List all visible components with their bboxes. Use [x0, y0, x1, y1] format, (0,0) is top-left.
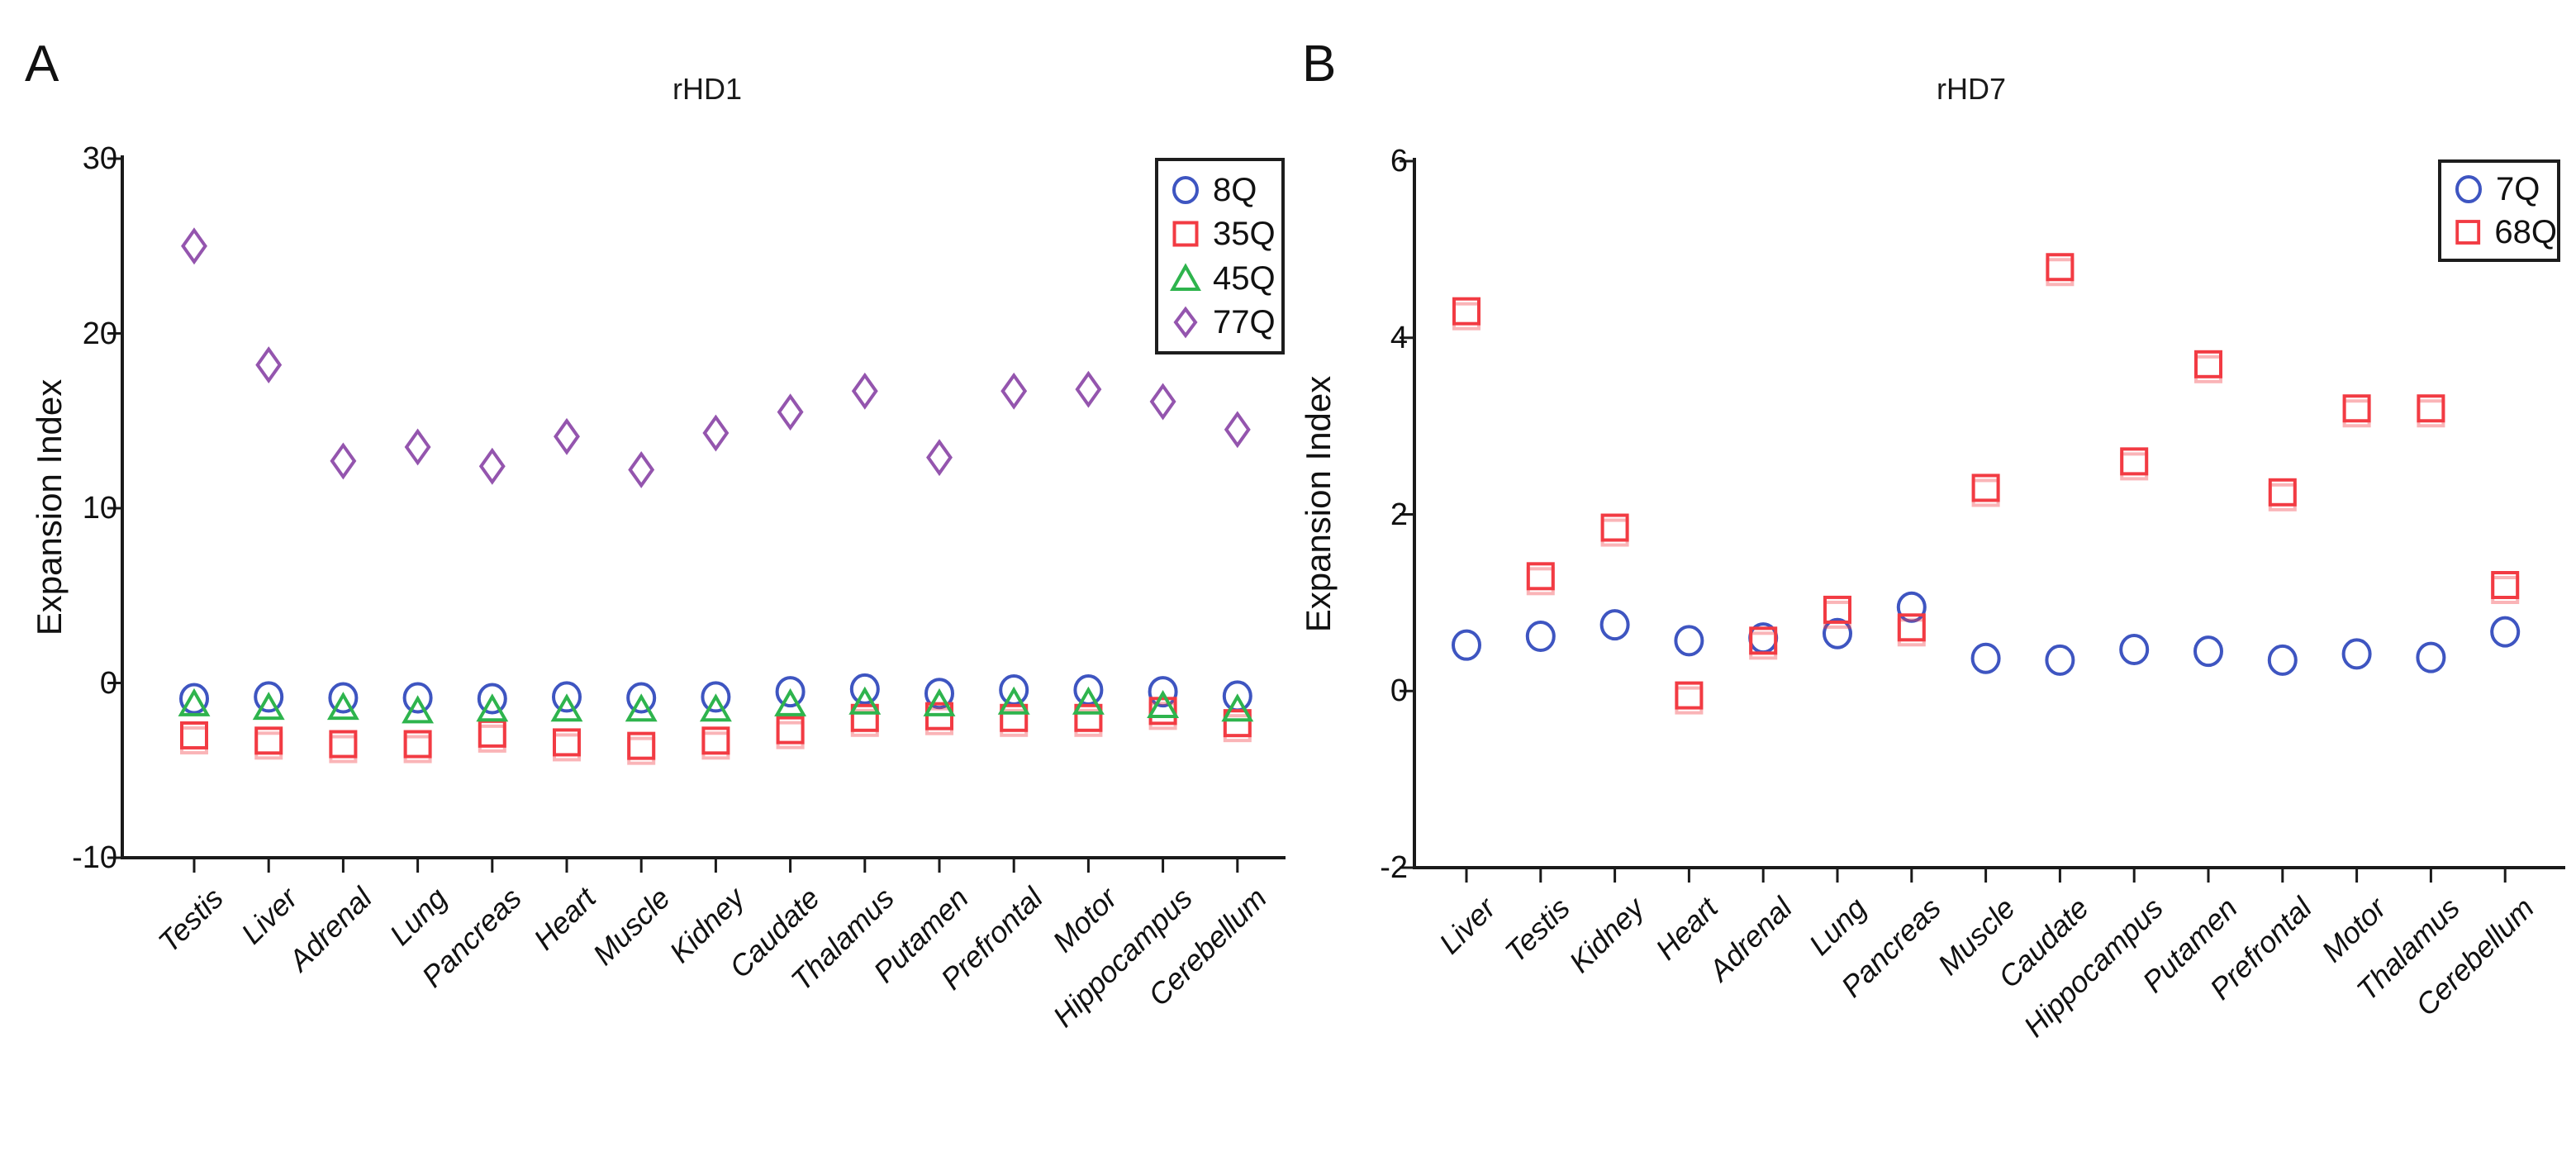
data-point-77q-heart — [554, 417, 580, 455]
data-point-68q-kidney — [1600, 513, 1629, 542]
data-point-45q-adrenal — [326, 692, 359, 721]
data-point-35q-heart — [553, 728, 581, 757]
data-point-7q-cerebellum — [2490, 616, 2521, 648]
data-point-7q-heart — [1674, 625, 1704, 657]
data-point-45q-cerebellum — [1221, 693, 1254, 722]
data-point-68q-lung — [1823, 595, 1851, 624]
data-point-77q-cerebellum — [1224, 411, 1251, 449]
data-point-8q-hippocampus — [1148, 676, 1178, 708]
data-point-68q-hippocampus — [2120, 447, 2149, 476]
data-point-45q-kidney — [699, 693, 732, 722]
data-point-35q-thalamus — [850, 703, 879, 732]
data-point-35q-adrenal — [329, 730, 358, 759]
data-point-7q-motor — [2341, 638, 2372, 670]
data-point-68q-cerebellum — [2491, 571, 2520, 599]
data-point-68q-adrenal — [1749, 626, 1778, 655]
data-point-45q-lung — [402, 695, 435, 724]
data-point-77q-putamen — [926, 439, 953, 477]
data-point-68q-caudate — [2046, 253, 2075, 282]
data-point-68q-liver — [1452, 297, 1480, 326]
data-point-35q-muscle — [627, 731, 656, 760]
data-point-68q-putamen — [2194, 350, 2222, 378]
data-point-7q-muscle — [1970, 642, 2001, 674]
data-point-77q-caudate — [777, 393, 804, 431]
data-point-77q-motor — [1075, 370, 1102, 408]
data-point-7q-testis — [1525, 620, 1556, 652]
data-point-45q-caudate — [774, 688, 807, 716]
data-point-68q-pancreas — [1897, 613, 1926, 642]
data-point-8q-heart — [552, 681, 582, 713]
data-point-7q-prefrontal — [2267, 644, 2298, 676]
data-point-8q-pancreas — [477, 683, 507, 715]
data-point-77q-liver — [255, 346, 283, 384]
data-point-68q-muscle — [1971, 473, 2000, 502]
data-point-8q-thalamus — [849, 673, 880, 705]
data-point-77q-muscle — [628, 451, 655, 488]
data-point-35q-lung — [403, 730, 432, 759]
data-point-7q-liver — [1452, 629, 1481, 661]
data-point-8q-adrenal — [328, 682, 359, 714]
data-point-8q-caudate — [775, 676, 806, 708]
data-point-45q-thalamus — [848, 686, 882, 715]
data-point-77q-prefrontal — [1000, 372, 1028, 410]
data-point-35q-testis — [180, 721, 208, 749]
data-point-8q-muscle — [626, 682, 657, 714]
data-point-8q-liver — [254, 681, 284, 713]
data-point-8q-kidney — [701, 681, 731, 713]
data-point-45q-prefrontal — [997, 686, 1030, 715]
data-point-7q-hippocampus — [2119, 634, 2150, 666]
data-point-68q-testis — [1526, 562, 1555, 591]
data-point-45q-heart — [550, 693, 583, 722]
data-point-77q-testis — [181, 227, 207, 265]
data-point-77q-pancreas — [478, 447, 506, 485]
data-point-45q-pancreas — [476, 693, 509, 722]
data-point-77q-kidney — [702, 414, 730, 452]
scatter-plot-canvas — [107, 155, 2565, 883]
data-point-45q-putamen — [923, 688, 956, 716]
data-point-45q-hippocampus — [1147, 689, 1180, 718]
data-point-68q-motor — [2342, 394, 2371, 423]
data-point-45q-motor — [1072, 686, 1105, 715]
data-point-68q-heart — [1675, 681, 1704, 710]
data-point-7q-caudate — [2045, 644, 2075, 676]
data-point-77q-lung — [404, 428, 431, 466]
data-point-7q-lung — [1823, 617, 1852, 649]
figure: A rHD1 Expansion Index 8Q 35Q 45Q 77Q 30 20 1… — [25, 38, 2565, 1044]
data-point-35q-motor — [1074, 703, 1103, 732]
data-point-35q-prefrontal — [1000, 703, 1029, 732]
data-point-77q-hippocampus — [1149, 383, 1176, 421]
data-point-77q-adrenal — [330, 442, 357, 480]
data-point-7q-thalamus — [2416, 641, 2446, 673]
data-point-68q-prefrontal — [2268, 478, 2297, 507]
data-point-35q-hippocampus — [1148, 697, 1177, 726]
data-point-8q-putamen — [924, 678, 954, 710]
data-point-35q-cerebellum — [1223, 709, 1252, 738]
data-point-8q-lung — [402, 682, 433, 714]
data-point-68q-thalamus — [2417, 394, 2445, 423]
data-point-45q-liver — [252, 692, 285, 721]
data-point-45q-testis — [178, 688, 211, 716]
data-point-45q-muscle — [625, 693, 658, 722]
data-point-7q-kidney — [1599, 609, 1630, 641]
data-point-35q-caudate — [776, 716, 805, 745]
data-point-35q-kidney — [701, 726, 730, 755]
data-point-8q-testis — [179, 683, 209, 715]
data-point-7q-pancreas — [1896, 591, 1927, 623]
data-point-35q-liver — [254, 726, 283, 755]
data-point-77q-thalamus — [851, 372, 878, 410]
data-point-7q-putamen — [2193, 635, 2223, 668]
